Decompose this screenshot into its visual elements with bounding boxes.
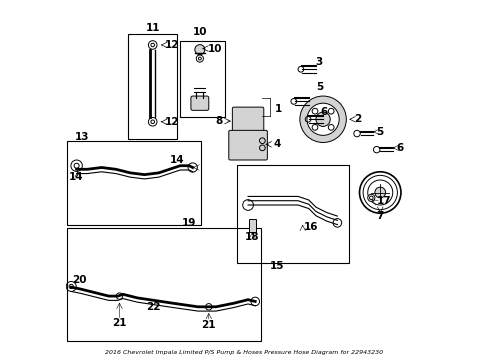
Text: 6: 6 (395, 143, 403, 153)
Text: 4: 4 (272, 139, 280, 149)
Text: 13: 13 (75, 132, 89, 142)
Circle shape (374, 187, 385, 198)
Bar (180, 41, 224, 117)
Text: 2: 2 (354, 114, 361, 124)
Text: 12: 12 (165, 40, 179, 50)
Bar (236, 165, 348, 263)
Circle shape (327, 125, 333, 130)
Circle shape (306, 103, 339, 135)
Text: 2016 Chevrolet Impala Limited P/S Pump & Hoses Pressure Hose Diagram for 2294323: 2016 Chevrolet Impala Limited P/S Pump &… (105, 350, 383, 355)
Text: 17: 17 (376, 197, 390, 206)
Text: 18: 18 (244, 232, 259, 242)
Text: 5: 5 (315, 82, 323, 92)
Bar (128, 33, 176, 139)
Circle shape (367, 194, 374, 202)
Circle shape (194, 45, 204, 55)
FancyBboxPatch shape (228, 130, 267, 160)
Text: 14: 14 (69, 172, 84, 182)
Text: 20: 20 (72, 275, 87, 285)
Text: 12: 12 (165, 117, 179, 127)
Text: 14: 14 (169, 155, 183, 165)
Text: 5: 5 (376, 127, 383, 137)
Bar (66, 228, 261, 341)
Text: 21: 21 (112, 318, 126, 328)
Text: 6: 6 (320, 107, 327, 117)
Circle shape (327, 108, 333, 114)
Text: 22: 22 (146, 302, 161, 312)
FancyBboxPatch shape (190, 96, 208, 111)
Bar (248, 219, 255, 232)
FancyBboxPatch shape (232, 107, 263, 135)
Circle shape (315, 112, 329, 126)
Bar (66, 141, 200, 225)
Text: 11: 11 (145, 23, 160, 33)
Text: 8: 8 (215, 116, 223, 126)
Circle shape (299, 96, 346, 143)
Text: 3: 3 (314, 57, 322, 67)
Text: 1: 1 (274, 104, 282, 113)
Text: 7: 7 (376, 211, 383, 221)
Circle shape (311, 108, 317, 114)
Text: 19: 19 (182, 218, 196, 228)
Text: 21: 21 (201, 320, 216, 330)
Text: 15: 15 (269, 261, 284, 271)
Text: 16: 16 (303, 222, 317, 232)
Text: 10: 10 (207, 44, 222, 54)
Text: 10: 10 (192, 27, 207, 37)
Circle shape (311, 125, 317, 130)
Circle shape (359, 172, 400, 213)
